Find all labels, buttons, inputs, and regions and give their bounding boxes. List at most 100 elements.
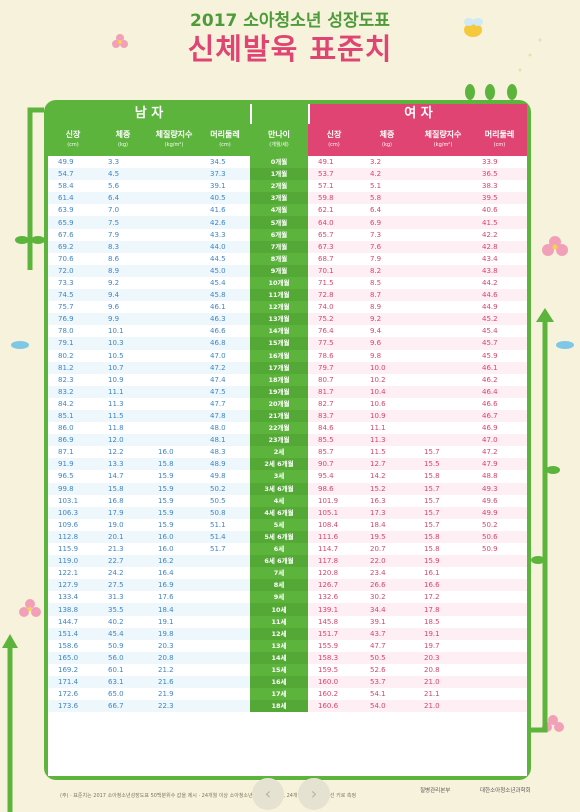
female-head-cell: 46.4 xyxy=(472,385,527,398)
male-head-cell: 40.5 xyxy=(200,192,250,205)
female-head-cell xyxy=(472,640,527,652)
female-head-cell: 33.9 xyxy=(482,158,498,167)
male-weight-cell: 9.2 xyxy=(108,278,120,287)
cloud-icon xyxy=(11,341,574,349)
female-head-cell: 44.9 xyxy=(482,303,498,312)
female-weight-cell: 11.1 xyxy=(370,424,386,433)
female-height-cell: 53.7 xyxy=(308,168,360,181)
female-head-cell: 47.9 xyxy=(472,458,527,471)
female-height-cell: 80.7 xyxy=(318,375,334,384)
male-weight-cell: 8.6 xyxy=(108,254,120,263)
table-row: 151.4 45.4 19.8 12세 151.7 43.7 19.1 xyxy=(48,627,527,640)
female-bmi-cell xyxy=(414,180,472,192)
female-head-cell: 43.4 xyxy=(482,254,498,263)
male-height-cell: 86.0 xyxy=(58,424,74,433)
next-page-button[interactable]: › xyxy=(298,778,330,810)
age-cell: 13세 xyxy=(250,639,308,652)
female-weight-cell: 23.4 xyxy=(370,569,386,578)
vine-icon xyxy=(7,107,548,812)
female-height-cell: 117.8 xyxy=(308,555,360,568)
female-head-cell: 50.2 xyxy=(482,520,498,529)
age-cell: 18개월 xyxy=(250,373,308,386)
female-weight-cell: 50.5 xyxy=(360,651,414,664)
age-cell: 11세 xyxy=(250,615,308,628)
female-bmi-cell: 21.1 xyxy=(424,690,440,699)
male-head-cell: 48.1 xyxy=(200,434,250,447)
female-bmi-cell: 19.7 xyxy=(424,641,440,650)
male-weight-cell: 9.4 xyxy=(98,289,148,302)
table-row: 86.9 12.0 48.1 23개월 85.5 11.3 47.0 xyxy=(48,434,527,447)
col-header-height-male: 신장 (cm) xyxy=(48,124,98,156)
male-bmi-cell xyxy=(148,350,200,362)
female-head-cell xyxy=(472,627,527,640)
male-bmi-cell: 16.0 xyxy=(158,545,174,554)
table-row: 86.0 11.8 48.0 22개월 84.6 11.1 46.9 xyxy=(48,422,527,435)
female-bmi-cell xyxy=(414,192,472,205)
male-head-cell xyxy=(200,603,250,616)
male-weight-cell: 24.2 xyxy=(108,569,124,578)
col-header-height-female: 신장 (cm) xyxy=(308,124,360,156)
female-height-cell: 79.7 xyxy=(308,361,360,374)
age-cell: 17세 xyxy=(250,688,308,701)
male-bmi-cell xyxy=(148,229,200,241)
male-weight-cell: 10.7 xyxy=(98,361,148,374)
female-bmi-cell xyxy=(414,216,472,229)
female-height-cell: 95.4 xyxy=(318,472,334,481)
age-cell: 15개월 xyxy=(250,337,308,350)
prev-page-button[interactable]: ‹ xyxy=(252,778,284,810)
male-height-cell: 122.1 xyxy=(58,569,79,578)
male-bmi-cell: 19.8 xyxy=(148,627,200,640)
male-weight-cell: 22.7 xyxy=(98,555,148,568)
male-weight-cell: 5.6 xyxy=(108,182,120,191)
male-head-cell xyxy=(200,555,250,568)
female-head-cell: 49.9 xyxy=(472,506,527,519)
male-bmi-cell: 16.0 xyxy=(158,448,174,457)
male-head-cell: 51.1 xyxy=(210,520,226,529)
table-row: 158.6 50.9 20.3 13세 155.9 47.7 19.7 xyxy=(48,639,527,652)
female-bmi-cell xyxy=(414,398,472,410)
age-cell: 1개월 xyxy=(250,168,308,181)
female-weight-cell: 10.2 xyxy=(370,375,386,384)
table-row: 69.2 8.3 44.0 7개월 67.3 7.6 42.8 xyxy=(48,240,527,253)
male-weight-cell: 56.0 xyxy=(98,651,148,664)
age-cell: 22개월 xyxy=(250,422,308,435)
table-row: 165.0 56.0 20.8 14세 158.3 50.5 20.3 xyxy=(48,651,527,664)
col-header-age: 만나이 (개월/세) xyxy=(250,124,308,156)
female-weight-cell: 16.3 xyxy=(370,496,386,505)
col-header-weight-male: 체중 (kg) xyxy=(98,124,148,156)
male-weight-cell: 21.3 xyxy=(108,545,124,554)
col-header-head-female: 머리둘레 (cm) xyxy=(472,124,527,156)
male-weight-cell: 63.1 xyxy=(98,676,148,689)
age-cell: 11개월 xyxy=(250,289,308,302)
age-cell: 8개월 xyxy=(250,252,308,265)
female-weight-cell: 11.5 xyxy=(370,448,386,457)
female-height-cell: 145.8 xyxy=(318,617,339,626)
female-bmi-cell: 15.7 xyxy=(424,520,440,529)
female-weight-cell: 15.2 xyxy=(360,482,414,495)
male-height-cell: 133.4 xyxy=(58,593,79,602)
female-weight-cell: 8.9 xyxy=(370,303,382,312)
female-bmi-cell: 15.8 xyxy=(414,530,472,543)
age-cell: 2세 6개월 xyxy=(250,458,308,471)
female-weight-cell: 34.4 xyxy=(360,603,414,616)
male-head-cell: 41.6 xyxy=(210,206,226,215)
age-cell: 13개월 xyxy=(250,313,308,326)
table-row: 67.6 7.9 43.3 6개월 65.7 7.3 42.2 xyxy=(48,228,527,241)
male-height-cell: 65.9 xyxy=(48,216,98,229)
male-head-cell: 37.3 xyxy=(200,168,250,181)
male-bmi-cell xyxy=(148,325,200,337)
female-weight-cell: 30.2 xyxy=(370,593,386,602)
female-bmi-cell: 15.7 xyxy=(424,448,440,457)
male-weight-cell: 7.5 xyxy=(98,216,148,229)
male-head-cell: 48.3 xyxy=(210,448,226,457)
female-bmi-cell: 17.8 xyxy=(414,603,472,616)
female-weight-cell: 39.1 xyxy=(370,617,386,626)
age-cell: 0개월 xyxy=(250,156,308,169)
male-height-cell: 73.3 xyxy=(58,278,74,287)
female-head-cell xyxy=(472,603,527,616)
female-bmi-cell: 16.6 xyxy=(414,579,472,592)
table-row: 96.5 14.7 15.9 49.8 3세 95.4 14.2 15.8 48.8 xyxy=(48,470,527,483)
male-bmi-cell xyxy=(148,156,200,168)
female-height-cell: 78.6 xyxy=(318,351,334,360)
female-head-cell: 46.6 xyxy=(482,399,498,408)
